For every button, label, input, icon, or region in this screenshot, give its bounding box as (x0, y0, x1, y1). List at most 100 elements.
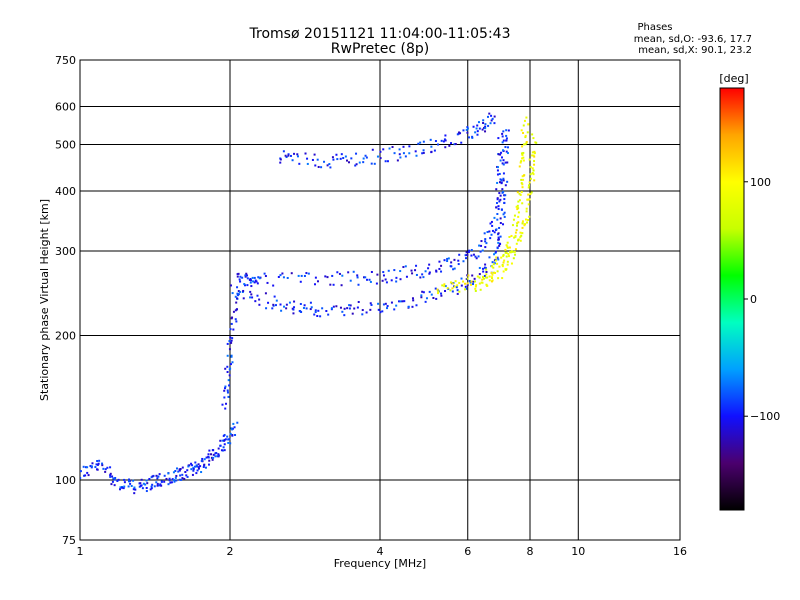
echo-point (425, 297, 428, 300)
echo-point (485, 268, 488, 271)
echo-point (258, 277, 261, 280)
echo-point (264, 275, 267, 278)
info-heading: Phases (637, 22, 672, 33)
echo-point (497, 153, 500, 156)
echo-point (248, 278, 251, 281)
echo-point (386, 305, 389, 308)
echo-point (202, 465, 205, 468)
echo-point (403, 300, 406, 303)
echo-point (96, 468, 99, 471)
echo-point (516, 191, 519, 194)
echo-point (429, 138, 432, 141)
echo-point (399, 270, 402, 273)
echo-point (462, 280, 465, 283)
echo-point (297, 274, 300, 277)
echo-point (231, 292, 234, 295)
echo-point (500, 256, 503, 259)
echo-point (444, 290, 447, 293)
echo-point (469, 283, 472, 286)
echo-point (228, 384, 231, 387)
echo-point (528, 184, 531, 187)
echo-point (408, 152, 411, 155)
echo-point (420, 296, 423, 299)
echo-point (440, 294, 443, 297)
echo-point (485, 270, 488, 273)
echo-point (422, 291, 425, 294)
echo-point (168, 477, 171, 480)
echo-point (498, 265, 501, 268)
echo-point (482, 277, 485, 280)
echo-point (167, 472, 170, 475)
echo-point (330, 307, 333, 310)
echo-point (450, 261, 453, 264)
echo-point (471, 274, 474, 277)
echo-point (181, 466, 184, 469)
echo-point (502, 177, 505, 180)
echo-point (186, 469, 189, 472)
echo-point (212, 453, 215, 456)
echo-point (491, 117, 494, 120)
echo-point (219, 439, 222, 442)
echo-point (501, 141, 504, 144)
echo-point (249, 281, 252, 284)
echo-point (132, 488, 135, 491)
echo-point (86, 466, 89, 469)
echo-point (465, 128, 468, 131)
echo-point (317, 165, 320, 168)
echo-point (498, 200, 501, 203)
echo-point (368, 278, 371, 281)
echo-point (478, 282, 481, 285)
echo-point (379, 150, 382, 153)
echo-point (446, 257, 449, 260)
echo-point (230, 284, 233, 287)
echo-point (484, 263, 487, 266)
echo-point (249, 290, 252, 293)
echo-point (471, 136, 474, 139)
echo-point (428, 271, 431, 274)
echo-point (456, 292, 459, 295)
echo-point (497, 238, 500, 241)
echo-point (185, 474, 188, 477)
echo-point (506, 246, 509, 249)
echo-point (527, 193, 530, 196)
echo-point (128, 478, 131, 481)
echo-point (230, 322, 233, 325)
echo-point (490, 119, 493, 122)
echo-point (527, 186, 530, 189)
echo-point (501, 162, 504, 165)
echo-point (382, 148, 385, 151)
echo-point (466, 274, 469, 277)
echo-point (412, 299, 415, 302)
echo-point (456, 133, 459, 136)
colorbar (719, 87, 745, 511)
echo-point (514, 253, 517, 256)
echo-point (313, 313, 316, 316)
echo-point (507, 146, 510, 149)
colorbar-tick-label: 0 (750, 293, 757, 306)
echo-point (468, 279, 471, 282)
echo-point (229, 336, 232, 339)
echo-point (348, 304, 351, 307)
echo-point (175, 474, 178, 477)
echo-point (414, 150, 417, 153)
echo-point (226, 354, 229, 357)
echo-point (210, 456, 213, 459)
echo-point (370, 162, 373, 165)
echo-point (236, 273, 239, 276)
y-tick-label: 200 (55, 330, 76, 343)
echo-point (480, 281, 483, 284)
echo-point (440, 270, 443, 273)
echo-point (94, 466, 97, 469)
echo-point (485, 283, 488, 286)
echo-point (496, 212, 499, 215)
echo-point (521, 183, 524, 186)
echo-point (234, 318, 237, 321)
echo-point (443, 138, 446, 141)
echo-point (457, 259, 460, 262)
echo-point (123, 481, 126, 484)
echo-point (140, 478, 143, 481)
echo-point (205, 456, 208, 459)
echo-point (361, 313, 364, 316)
echo-point (438, 267, 441, 270)
echo-point (242, 289, 245, 292)
